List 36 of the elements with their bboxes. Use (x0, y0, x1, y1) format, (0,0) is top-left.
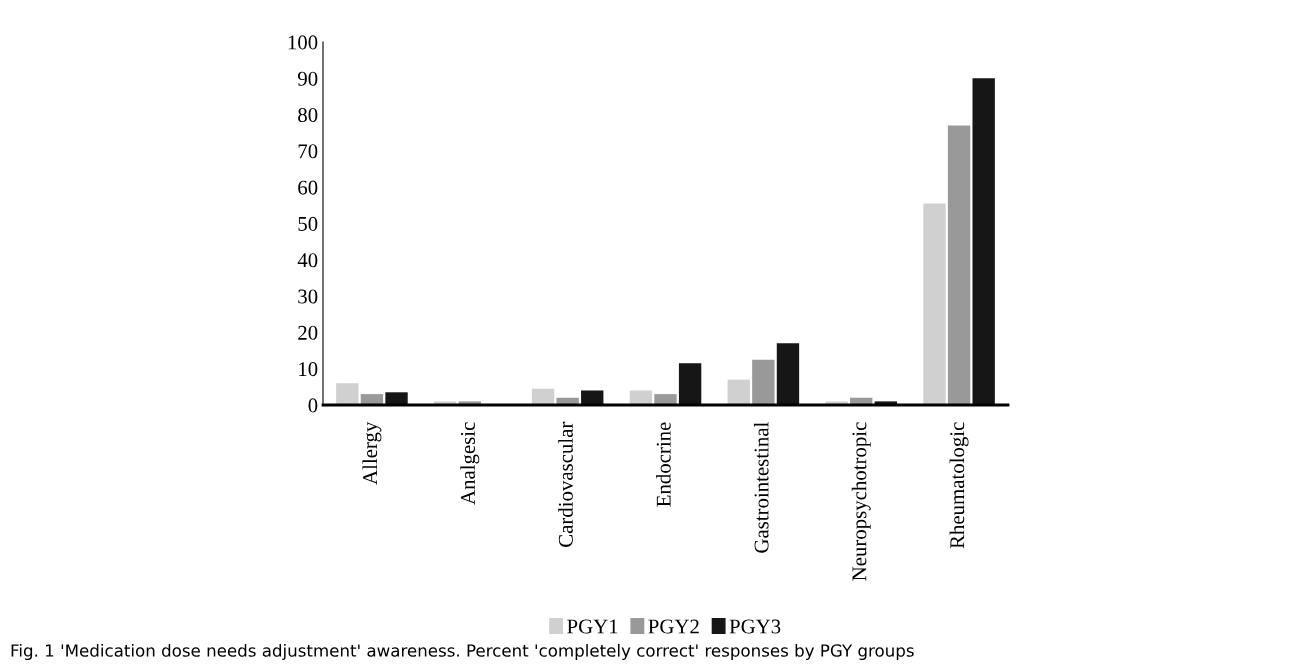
y-tick-label: 80 (298, 107, 318, 123)
y-tick-label: 40 (297, 253, 318, 268)
x-tick-label: Neuropsychotropic (851, 422, 871, 581)
bar (629, 390, 653, 405)
x-tick-label: Rheumatologic (949, 422, 969, 549)
bar (752, 359, 775, 405)
y-tick-label: 50 (298, 216, 318, 231)
bar (654, 394, 677, 405)
y-tick-label: 90 (297, 71, 318, 86)
y-tick-label: 0 (308, 398, 318, 413)
bar (360, 394, 384, 405)
bar (776, 343, 800, 405)
y-tick-label: 20 (298, 325, 318, 340)
bar (727, 379, 750, 405)
x-tick-label: Analgesic (460, 422, 480, 505)
x-tick-label: Gastrointestinal (753, 422, 769, 553)
y-tick-label: 100 (288, 35, 318, 50)
bar (678, 363, 702, 405)
bar (947, 125, 971, 405)
bar (531, 388, 555, 405)
caption: Fig. 1 'Medication dose needs adjustment' awareness. Percent 'completely correct' responses by PGY groups (11, 643, 914, 661)
bar (581, 390, 604, 405)
x-tick-label: Endocrine (656, 422, 671, 507)
bar (972, 78, 995, 405)
bar (336, 383, 359, 405)
bar (385, 392, 408, 405)
y-tick-label: 10 (299, 362, 318, 377)
legend-label: PGY2 (648, 619, 699, 634)
y-tick-label: 60 (298, 180, 318, 195)
y-tick-label: 30 (298, 289, 318, 304)
legend-label: PGY3 (729, 619, 781, 634)
bar (923, 203, 946, 405)
x-tick-label: Allergy (362, 421, 382, 485)
y-tick-label: 70 (298, 144, 318, 159)
x-tick-label: Cardiovascular (558, 421, 573, 547)
legend-label: PGY1 (567, 619, 618, 634)
